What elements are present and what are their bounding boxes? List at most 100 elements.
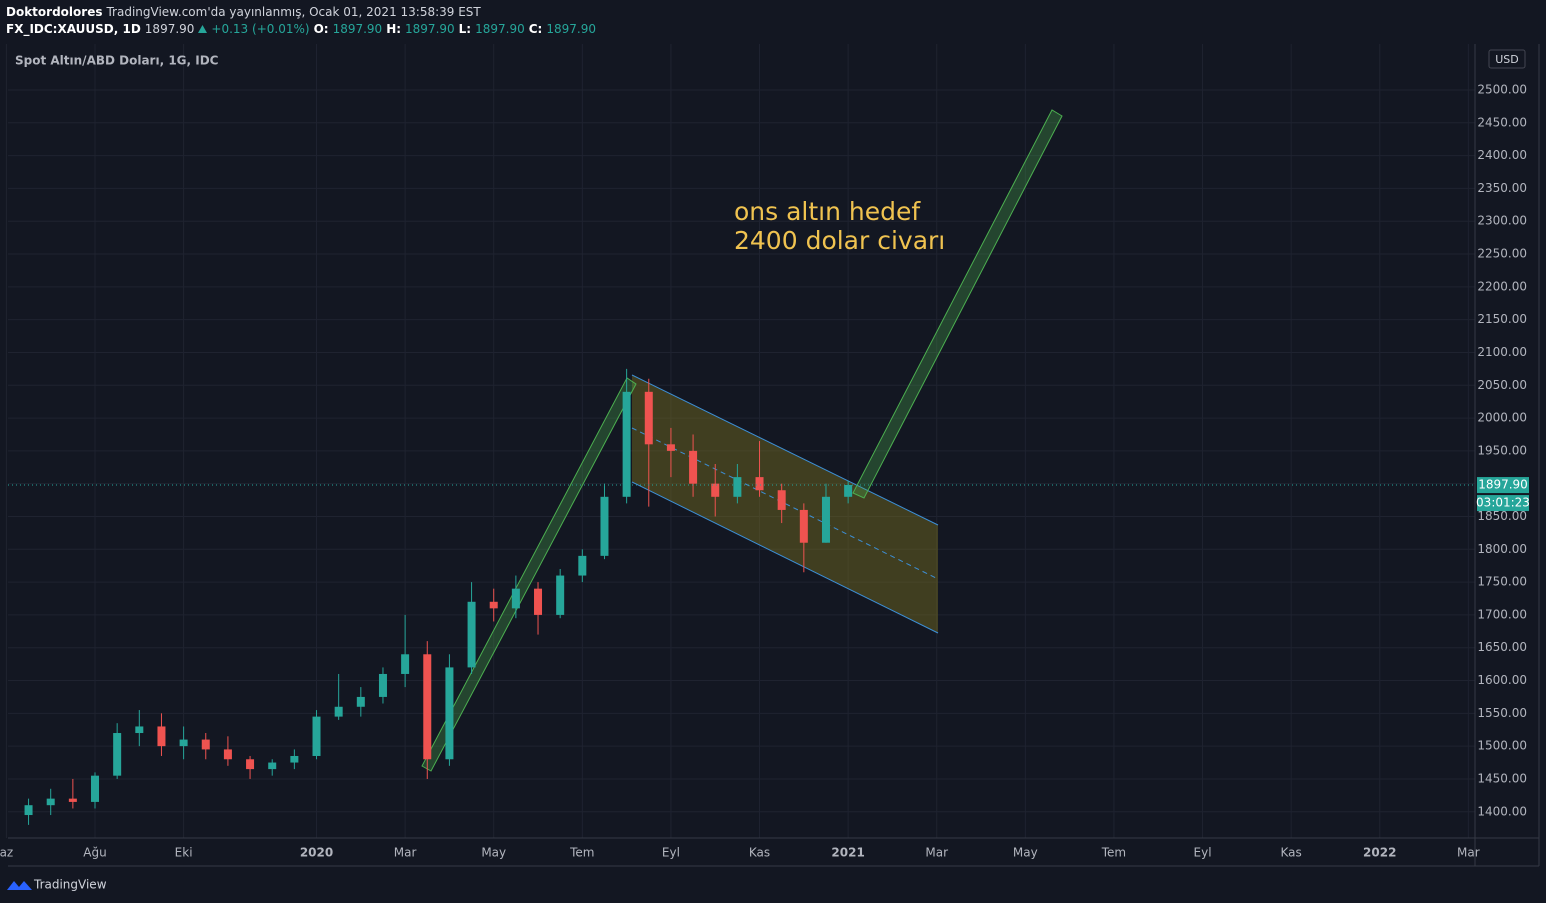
- candle-body: [290, 755, 299, 763]
- y-tick-label: 1600.00: [1477, 673, 1527, 687]
- header-line-2: FX_IDC:XAUUSD, 1D 1897.90 +0.13 (+0.01%)…: [6, 22, 596, 36]
- candle-body: [246, 759, 255, 770]
- candle-body: [711, 483, 720, 497]
- author: Doktordolores: [6, 5, 103, 19]
- candle-body: [268, 762, 277, 770]
- up-icon: [198, 24, 208, 33]
- open: 1897.90: [332, 22, 383, 36]
- y-tick-label: 2100.00: [1477, 345, 1527, 359]
- low-label: L:: [458, 22, 472, 36]
- candle-body: [556, 575, 565, 615]
- candle-body: [113, 733, 122, 776]
- y-tick-label: 2450.00: [1477, 115, 1527, 129]
- y-tick-label: 2050.00: [1477, 378, 1527, 392]
- candle-body: [777, 490, 786, 510]
- y-tick-label: 2500.00: [1477, 82, 1527, 96]
- candle-body: [135, 726, 144, 734]
- symbol: FX_IDC:XAUUSD, 1D: [6, 22, 141, 36]
- candle-body: [821, 496, 830, 543]
- candle-body: [445, 667, 454, 760]
- last-price-label: 1897.90: [1478, 478, 1528, 492]
- candles: [24, 368, 853, 825]
- y-tick-label: 1500.00: [1477, 739, 1527, 753]
- candle-body: [511, 588, 520, 609]
- currency-badge[interactable]: [1488, 49, 1526, 69]
- candle-body: [157, 726, 166, 747]
- candle-body: [312, 716, 321, 756]
- y-tick-label: 1700.00: [1477, 607, 1527, 621]
- y-tick-label: 1650.00: [1477, 640, 1527, 654]
- y-tick-label: 2150.00: [1477, 312, 1527, 326]
- candle-body: [666, 444, 675, 451]
- y-tick-label: 2300.00: [1477, 214, 1527, 228]
- y-tick-label: 2000.00: [1477, 411, 1527, 425]
- candle-body: [622, 391, 631, 497]
- x-tick-label: May: [481, 846, 506, 860]
- channel-top: [631, 374, 939, 526]
- x-tick-label: Tem: [569, 846, 594, 860]
- candle-body: [644, 391, 653, 445]
- x-tick-label: Mar: [394, 846, 417, 860]
- candle-body: [201, 739, 210, 750]
- candle-body: [334, 706, 343, 717]
- x-tick-label: Mar: [925, 846, 948, 860]
- candle-body: [578, 555, 587, 576]
- candle-body: [467, 601, 476, 668]
- footer-brand: TradingView: [33, 878, 107, 892]
- y-tick-label: 2250.00: [1477, 247, 1527, 261]
- candle-body: [91, 775, 100, 802]
- candle-body: [223, 749, 232, 760]
- channel-bottom: [631, 481, 939, 634]
- change: +0.13 (+0.01%): [211, 22, 310, 36]
- y-tick-label: 2400.00: [1477, 148, 1527, 162]
- x-tick-label: 2020: [300, 846, 333, 860]
- countdown: 03:01:23: [1476, 496, 1530, 510]
- y-tick-label: 1400.00: [1477, 804, 1527, 818]
- x-tick-label: Mar: [1457, 846, 1480, 860]
- published: TradingView.com'da yayınlanmış, Ocak 01,…: [106, 5, 481, 19]
- last-price-tag: [1477, 477, 1529, 494]
- candle-body: [534, 588, 543, 615]
- candle-body: [24, 805, 33, 816]
- chart-title: Spot Altın/ABD Doları, 1G, IDC: [15, 54, 219, 68]
- countdown-tag: [1477, 495, 1529, 512]
- currency: USD: [1495, 53, 1519, 66]
- candle-body: [689, 450, 698, 484]
- header-line-1: Doktordolores TradingView.com'da yayınla…: [6, 5, 481, 19]
- candle-body: [378, 673, 387, 697]
- annotation: ons altın hedef: [734, 197, 921, 226]
- grid: [5, 44, 1475, 838]
- logo-icon: [7, 881, 32, 890]
- candle-body: [755, 477, 764, 491]
- y-tick-label: 1950.00: [1477, 443, 1527, 457]
- candle-body: [46, 798, 55, 806]
- y-tick-label: 2200.00: [1477, 279, 1527, 293]
- y-tick-label: 1450.00: [1477, 771, 1527, 785]
- x-tick-label: 2021: [831, 846, 864, 860]
- x-tick-label: Kas: [749, 846, 770, 860]
- candle-body: [401, 654, 410, 674]
- y-tick-label: 2350.00: [1477, 181, 1527, 195]
- y-tick-label: 1850.00: [1477, 509, 1527, 523]
- candle-body: [733, 477, 742, 497]
- y-tick-label: 1750.00: [1477, 575, 1527, 589]
- y-tick-label: 1550.00: [1477, 706, 1527, 720]
- price: 1897.90: [144, 22, 195, 36]
- candle-body: [68, 798, 77, 802]
- x-tick-label: Kas: [1281, 846, 1302, 860]
- x-tick-label: May: [1013, 846, 1038, 860]
- x-tick-label: Eyl: [662, 846, 680, 860]
- close-label: C:: [528, 22, 543, 36]
- candle-body: [179, 739, 188, 747]
- high-label: H:: [386, 22, 402, 36]
- high: 1897.90: [405, 22, 455, 36]
- candle-body: [356, 696, 365, 707]
- flagpole: [421, 377, 637, 772]
- x-tick-label: 2022: [1363, 846, 1396, 860]
- annotation: 2400 dolar civarı: [734, 226, 945, 255]
- candle-body: [799, 509, 808, 543]
- candle-body: [844, 484, 853, 497]
- close: 1897.90: [546, 22, 596, 36]
